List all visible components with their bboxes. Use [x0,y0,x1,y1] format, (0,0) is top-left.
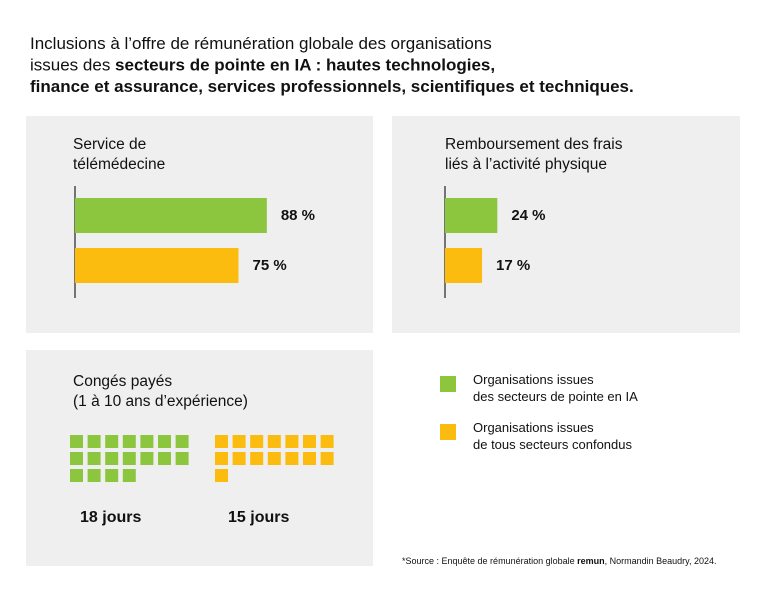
waffle [215,435,334,482]
waffle-cell [87,435,101,448]
source: *Source : Enquête de rémunération global… [402,556,717,566]
waffle-cell [250,452,264,465]
waffle-cell [122,435,136,448]
value-label: 17 % [496,257,530,274]
waffle [70,435,189,482]
chart-title: (1 à 10 ans d’expérience) [73,393,248,410]
waffle-cell [70,435,83,448]
heading-line: finance et assurance, services professio… [30,77,634,96]
waffle-cell [122,452,136,465]
value-label: 24 % [511,207,545,224]
waffle-cell [320,435,334,448]
waffle-cell [250,435,264,448]
waffle-cell [70,469,83,482]
waffle-cell [267,435,281,448]
heading-text: issues des [30,56,115,75]
waffle-cell [140,452,154,465]
heading-line: issues des secteurs de pointe en IA : ha… [30,56,495,75]
value-label: 88 % [281,207,315,224]
waffle-cell [105,469,119,482]
source-text: *Source : Enquête de rémunération global… [402,556,577,566]
bar [445,198,498,233]
value-label: 75 % [253,257,287,274]
waffle-cell [122,469,136,482]
waffle-cell [215,452,228,465]
chart-title: Remboursement des frais [445,136,623,153]
heading-line: Inclusions à l’offre de rémunération glo… [30,34,492,53]
waffle-cell [303,435,316,448]
waffle-cell [267,452,281,465]
value-label: 18 jours [80,509,141,526]
chart-title: Congés payés [73,373,172,390]
legend-swatch [440,376,456,392]
waffle-cell [140,435,154,448]
chart-title: liés à l’activité physique [445,156,607,173]
waffle-cell [87,452,101,465]
waffle-cell [215,469,228,482]
bar [75,248,239,283]
waffle-cell [303,452,316,465]
bar [75,198,267,233]
legend-swatch [440,424,456,440]
waffle-cell [105,452,119,465]
waffle-cell [175,452,189,465]
waffle-cell [215,435,228,448]
value-label: 15 jours [228,509,289,526]
waffle-cell [285,452,299,465]
legend-label: Organisations issues [473,420,594,435]
waffle-cell [232,452,246,465]
heading-text: finance et assurance, services professio… [30,77,634,96]
legend-label: Organisations issues [473,372,594,387]
waffle-cell [158,452,171,465]
waffle-cell [87,469,101,482]
waffle-cell [320,452,334,465]
source-text: , Normandin Beaudry, 2024. [605,556,717,566]
waffle-cell [105,435,119,448]
heading-text: Inclusions à l’offre de rémunération glo… [30,34,492,53]
chart-title: télémédecine [73,156,165,173]
waffle-cell [232,435,246,448]
bar [445,248,483,283]
heading-text: secteurs de pointe en IA : hautes techno… [115,56,495,75]
chart-title: Service de [73,136,146,153]
waffle-cell [175,435,189,448]
legend-label: de tous secteurs confondus [473,437,632,452]
waffle-cell [285,435,299,448]
source-text: remun [577,556,605,566]
waffle-cell [70,452,83,465]
legend-label: des secteurs de pointe en IA [473,389,638,404]
waffle-cell [158,435,171,448]
